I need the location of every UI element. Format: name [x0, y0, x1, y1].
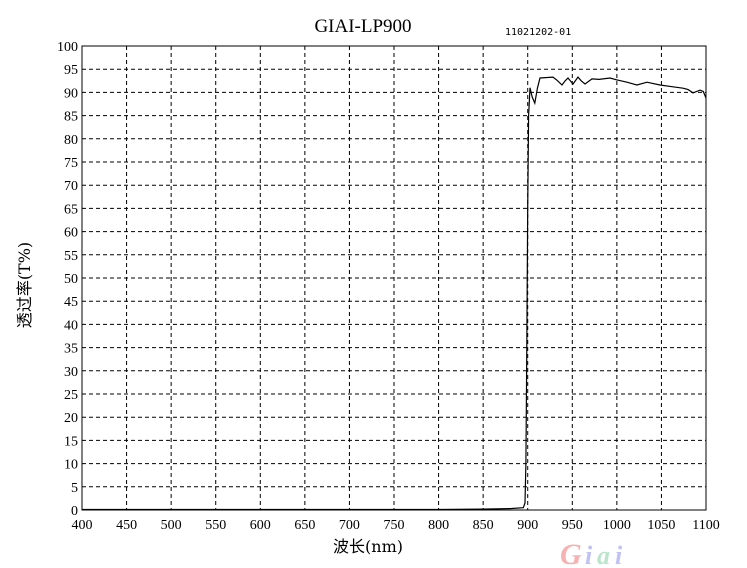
y-tick-label: 10 [64, 458, 78, 473]
x-axis-label: 波长(nm) [333, 537, 403, 556]
x-tick-label: 400 [72, 518, 93, 533]
y-tick-label: 0 [71, 504, 78, 519]
y-tick-label: 85 [64, 110, 78, 125]
y-tick-label: 70 [64, 179, 78, 194]
x-tick-label: 800 [428, 518, 449, 533]
x-tick-label: 550 [205, 518, 226, 533]
x-tick-label: 850 [473, 518, 494, 533]
x-tick-label: 950 [562, 518, 583, 533]
x-tick-label: 900 [517, 518, 538, 533]
watermark-letter: i [615, 541, 623, 568]
grid [82, 46, 706, 510]
x-tick-label: 700 [339, 518, 360, 533]
watermark-letter: a [597, 541, 610, 568]
y-tick-label: 45 [64, 295, 78, 310]
x-tick-label: 750 [384, 518, 405, 533]
y-tick-label: 15 [64, 434, 78, 449]
y-tick-label: 60 [64, 226, 78, 241]
y-tick-label: 65 [64, 202, 78, 217]
y-axis-ticks: 0 5 10 15 20 25 30 35 40 45 50 55 60 65 70 75 80 85 90 95 10… [57, 40, 78, 519]
y-tick-label: 100 [57, 40, 78, 55]
watermark-letter: G [560, 538, 582, 568]
y-axis-label: 透过率(T%) [15, 242, 34, 328]
y-tick-label: 75 [64, 156, 78, 171]
sample-id-annotation: 11021202-01 [505, 27, 571, 38]
y-tick-label: 80 [64, 133, 78, 148]
y-tick-label: 30 [64, 365, 78, 380]
x-tick-label: 1100 [692, 518, 719, 533]
y-tick-label: 5 [71, 481, 78, 496]
x-tick-label: 500 [161, 518, 182, 533]
y-tick-label: 25 [64, 388, 78, 403]
y-tick-label: 35 [64, 342, 78, 357]
x-tick-label: 1050 [647, 518, 675, 533]
x-axis-ticks: 400 450 500 550 600 650 700 750 800 850 900 950 1000… [72, 518, 720, 533]
y-tick-label: 95 [64, 63, 78, 78]
y-tick-label: 20 [64, 411, 78, 426]
watermark-letter: i [585, 541, 593, 568]
transmission-curve [82, 76, 707, 511]
y-tick-label: 55 [64, 249, 78, 264]
x-tick-label: 450 [116, 518, 137, 533]
y-tick-label: 40 [64, 318, 78, 333]
x-tick-label: 600 [250, 518, 271, 533]
chart-title: GIAI-LP900 [314, 16, 411, 37]
y-tick-label: 50 [64, 272, 78, 287]
x-tick-label: 650 [294, 518, 315, 533]
y-tick-label: 90 [64, 86, 78, 101]
x-tick-label: 1000 [603, 518, 631, 533]
